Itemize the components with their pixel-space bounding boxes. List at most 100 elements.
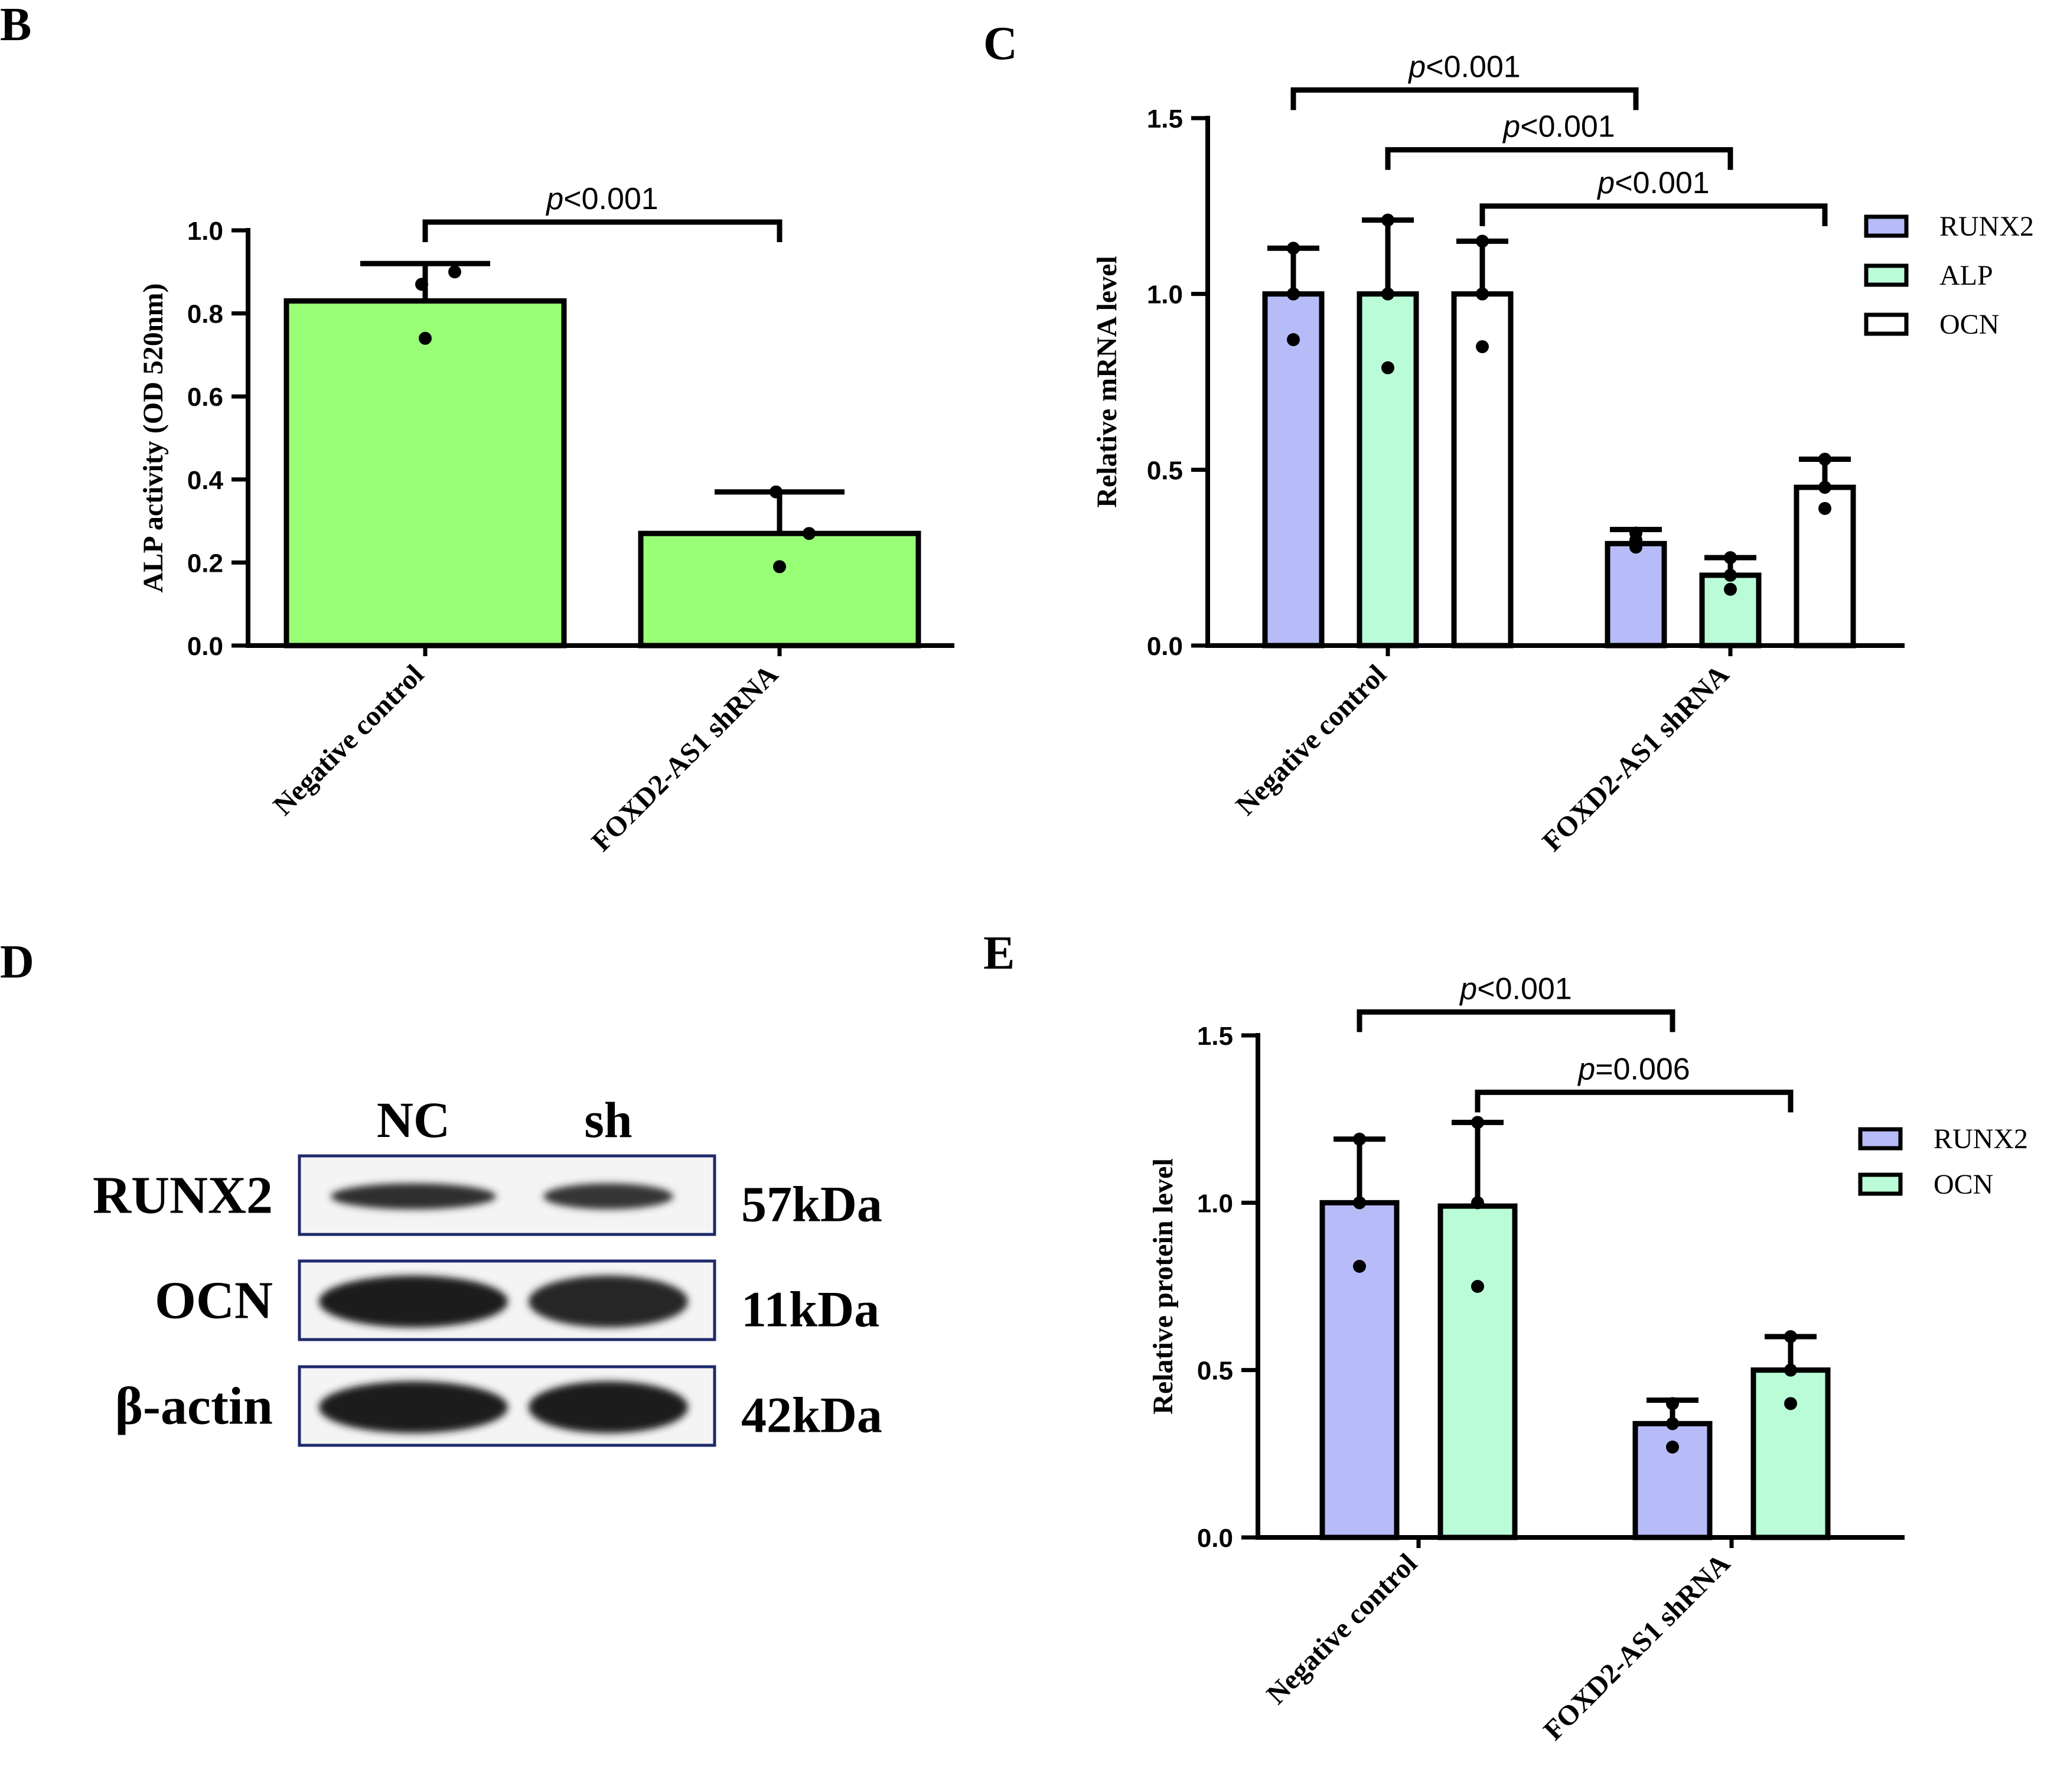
- data-point: [1471, 1116, 1484, 1129]
- p-value-label: p=0.006: [1577, 1052, 1690, 1086]
- data-point: [1784, 1363, 1797, 1377]
- chart-b-alp-activity: 0.0 0.2 0.4 0.6 0.8 1.0 ALP activity (OD 520nm…: [138, 182, 954, 858]
- category-label: Negative control: [1230, 659, 1392, 821]
- bar-runx2: [1632, 1420, 1713, 1540]
- y-tick-label: 0.8: [187, 300, 223, 329]
- y-tick-label: 1.0: [187, 217, 223, 246]
- data-point: [1476, 287, 1489, 301]
- y-axis-label: ALP activity (OD 520nm): [138, 284, 169, 593]
- significance-bracket: [1290, 87, 1639, 110]
- significance-bracket: [1475, 1089, 1794, 1113]
- significance-bracket: [1357, 1009, 1675, 1032]
- data-point: [1476, 340, 1489, 353]
- p-value-label: p<0.001: [1596, 166, 1709, 200]
- panel-letter-b: B: [0, 0, 31, 51]
- category-label: Negative control: [1260, 1547, 1423, 1710]
- legend-label: ALP: [1939, 260, 1993, 291]
- protein-band: [529, 1381, 688, 1433]
- molecular-weight-label: 57kDa: [741, 1176, 882, 1233]
- protein-band: [319, 1381, 508, 1433]
- category-label: FOXD2-AS1 shRNA: [1536, 659, 1735, 858]
- protein-band: [529, 1275, 688, 1328]
- y-tick-label: 0.2: [187, 549, 223, 578]
- legend-label: OCN: [1934, 1169, 1993, 1200]
- y-tick-label: 1.0: [1147, 281, 1183, 309]
- data-point: [1818, 501, 1831, 515]
- y-tick-label: 0.0: [187, 632, 223, 661]
- data-point: [1287, 333, 1300, 347]
- data-point: [1287, 242, 1300, 255]
- p-value: <0.001: [563, 182, 658, 216]
- y-axis-label: Relative mRNA level: [1091, 256, 1123, 508]
- category-label: FOXD2-AS1 shRNA: [585, 659, 784, 858]
- legend-swatch: [1858, 1172, 1903, 1196]
- data-point: [419, 331, 432, 345]
- data-point: [1287, 287, 1300, 301]
- y-tick-label: 0.4: [187, 466, 224, 495]
- category-label: FOXD2-AS1 shRNA: [1537, 1547, 1736, 1747]
- p-symbol: p: [1407, 50, 1426, 84]
- significance-bracket: [422, 219, 783, 242]
- bar-runx2: [1605, 540, 1667, 649]
- y-tick-label: 0.6: [187, 383, 223, 412]
- protein-label: RUNX2: [93, 1167, 273, 1225]
- bar-runx2: [1262, 291, 1325, 649]
- y-tick-label: 0.5: [1197, 1357, 1233, 1386]
- data-point: [1666, 1441, 1679, 1454]
- panel-letter-e: E: [983, 927, 1015, 979]
- data-point: [415, 278, 428, 291]
- p-symbol: p: [1577, 1052, 1595, 1086]
- y-tick-label: 0.0: [1147, 632, 1183, 661]
- p-symbol: p: [1596, 166, 1615, 200]
- p-value-label: p<0.001: [1459, 972, 1572, 1006]
- bar-alp-activity: [638, 530, 921, 649]
- data-point: [1724, 582, 1737, 596]
- western-blot-d: NC sh RUNX2 57kDa OCN 11kDa β-actin 42kDa: [93, 1092, 882, 1447]
- protein-band: [543, 1183, 673, 1210]
- legend-label: RUNX2: [1939, 211, 2034, 242]
- legend-label: OCN: [1939, 309, 1999, 340]
- molecular-weight-label: 11kDa: [741, 1281, 879, 1338]
- molecular-weight-label: 42kDa: [741, 1387, 882, 1444]
- p-value: <0.001: [1477, 972, 1572, 1006]
- legend-swatch: [1858, 1127, 1903, 1151]
- y-tick-label: 0.5: [1147, 456, 1183, 485]
- data-point: [1666, 1417, 1679, 1431]
- data-point: [1724, 551, 1737, 565]
- protein-band: [331, 1183, 496, 1210]
- p-value: =0.006: [1595, 1052, 1690, 1086]
- legend-swatch: [1864, 214, 1909, 238]
- data-point: [1784, 1397, 1797, 1410]
- p-value-label: p<0.001: [1407, 50, 1520, 84]
- legend-label: RUNX2: [1934, 1123, 2028, 1155]
- p-symbol: p: [545, 182, 563, 216]
- chart-c-mrna-level: 0.0 0.5 1.0 1.5 Relative mRNA level Negative …: [1091, 50, 2034, 857]
- p-value: <0.001: [1426, 50, 1521, 84]
- bar-alp-activity: [283, 298, 567, 649]
- data-point: [1353, 1196, 1366, 1210]
- protein-label: β-actin: [115, 1377, 273, 1436]
- data-point: [1724, 568, 1737, 582]
- y-tick-label: 1.5: [1197, 1022, 1233, 1051]
- p-value-label: p<0.001: [545, 182, 658, 216]
- data-point: [448, 265, 461, 279]
- data-point: [1381, 287, 1394, 301]
- panel-letter-d: D: [0, 936, 34, 988]
- p-value-label: p<0.001: [1502, 110, 1615, 144]
- data-point: [803, 527, 816, 540]
- data-point: [1818, 481, 1831, 494]
- bar-runx2: [1319, 1200, 1400, 1540]
- data-point: [1381, 213, 1394, 227]
- y-tick-label: 1.5: [1147, 105, 1183, 133]
- p-value: <0.001: [1520, 110, 1615, 144]
- significance-bracket: [1385, 147, 1733, 170]
- chart-e-protein-level: 0.0 0.5 1.0 1.5 Relative protein level Negati…: [1147, 972, 2028, 1746]
- data-point: [1471, 1280, 1484, 1293]
- data-point: [1381, 361, 1394, 374]
- legend-swatch: [1864, 312, 1909, 336]
- legend-swatch: [1864, 263, 1909, 287]
- significance-bracket: [1479, 203, 1828, 226]
- data-point: [1629, 533, 1642, 547]
- y-axis-label: Relative protein level: [1147, 1158, 1179, 1415]
